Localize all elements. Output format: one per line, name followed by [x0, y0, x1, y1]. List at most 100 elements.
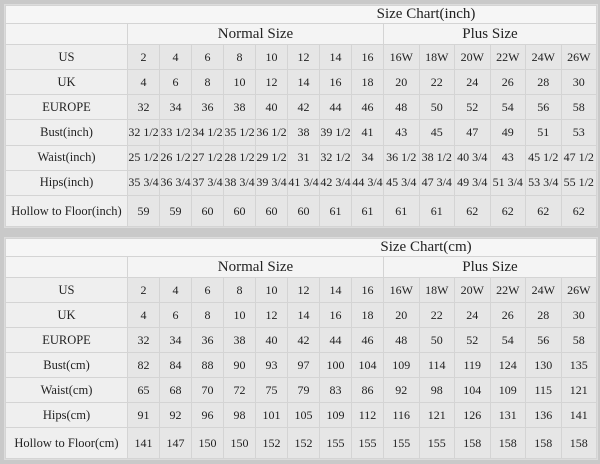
size-cell: 44 — [319, 94, 352, 121]
size-cell: 51 3/4 — [489, 169, 526, 197]
size-cell: 40 3/4 — [454, 144, 491, 171]
size-cell: 40 — [255, 327, 288, 353]
size-cell: 8 — [223, 43, 256, 71]
size-cell: 8 — [191, 69, 224, 96]
size-cell: 155 — [383, 427, 420, 459]
size-cell: 38 — [223, 327, 256, 353]
size-cell: 20 — [383, 302, 420, 328]
row-label: Waist(cm) — [5, 377, 128, 403]
size-table: Size Chart(cm) Normal Size Plus Size US 2 4 6 8… — [5, 238, 597, 459]
size-cell: 101 — [255, 402, 288, 428]
size-cell: 46 — [351, 94, 384, 121]
size-cell: 86 — [351, 377, 384, 403]
size-cell: 61 — [383, 195, 420, 227]
size-cell: 56 — [525, 327, 562, 353]
size-cell: 105 — [287, 402, 320, 428]
size-cell: 59 — [159, 195, 192, 227]
size-cell: 131 — [489, 402, 526, 428]
row-label: Bust(cm) — [5, 352, 128, 378]
size-cell: 119 — [454, 352, 491, 378]
size-cell: 136 — [525, 402, 562, 428]
size-cell: 42 3/4 — [319, 169, 352, 197]
size-cell: 40 — [255, 94, 288, 121]
size-cell: 36 1/2 — [255, 119, 288, 146]
size-cell: 41 3/4 — [287, 169, 320, 197]
table-row: Bust(inch) 32 1/2 33 1/2 34 1/2 35 1/2 36 1/2… — [5, 119, 597, 146]
size-cell: 25 1/2 — [127, 144, 160, 171]
size-cell: 115 — [525, 377, 562, 403]
size-cell: 70 — [191, 377, 224, 403]
size-cell: 68 — [159, 377, 192, 403]
table-row: UK 4 6 8 10 12 14 16 18 20 22 24 26 28 30 — [5, 302, 597, 328]
chart-title: Size Chart(cm) — [5, 238, 597, 257]
size-cell: 30 — [560, 302, 597, 328]
size-cell: 109 — [489, 377, 526, 403]
size-cell: 6 — [191, 277, 224, 303]
size-cell: 109 — [383, 352, 420, 378]
size-cell: 10 — [223, 69, 256, 96]
row-label: Hollow to Floor(inch) — [5, 195, 128, 227]
size-cell: 91 — [127, 402, 160, 428]
size-cell: 45 3/4 — [383, 169, 420, 197]
size-cell: 29 1/2 — [255, 144, 288, 171]
size-cell: 97 — [287, 352, 320, 378]
size-cell: 150 — [223, 427, 256, 459]
size-cell: 26 — [489, 302, 526, 328]
size-cell: 20W — [454, 277, 491, 303]
size-cell: 18W — [418, 277, 455, 303]
size-cell: 38 1/2 — [418, 144, 455, 171]
size-cell: 22W — [489, 277, 526, 303]
size-cell: 52 — [454, 327, 491, 353]
size-cell: 92 — [159, 402, 192, 428]
size-cell: 65 — [127, 377, 160, 403]
size-cell: 10 — [223, 302, 256, 328]
size-cell: 36 1/2 — [383, 144, 420, 171]
size-cell: 20W — [454, 43, 491, 71]
table-row: Hollow to Floor(inch) 59 59 60 60 60 60 61 61 61 6… — [5, 195, 597, 227]
size-cell: 53 3/4 — [525, 169, 562, 197]
size-cell: 58 — [560, 327, 597, 353]
size-cell: 12 — [287, 277, 320, 303]
size-cell: 61 — [351, 195, 384, 227]
size-cell: 59 — [127, 195, 160, 227]
size-cell: 147 — [159, 427, 192, 459]
size-cell: 126 — [454, 402, 491, 428]
row-label: EUROPE — [5, 94, 128, 121]
size-cell: 6 — [159, 69, 192, 96]
size-cell: 49 3/4 — [454, 169, 491, 197]
size-cell: 16W — [383, 277, 420, 303]
size-cell: 32 1/2 — [319, 144, 352, 171]
size-cell: 109 — [319, 402, 352, 428]
size-cell: 49 — [489, 119, 526, 146]
size-cell: 98 — [223, 402, 256, 428]
size-cell: 22W — [489, 43, 526, 71]
size-cell: 93 — [255, 352, 288, 378]
table-row: UK 4 6 8 10 12 14 16 18 20 22 24 26 28 30 — [5, 69, 597, 96]
table-row: EUROPE 32 34 36 38 40 42 44 46 48 50 52 54 56 58 — [5, 327, 597, 353]
size-cell: 88 — [191, 352, 224, 378]
size-cell: 92 — [383, 377, 420, 403]
size-cell: 98 — [418, 377, 455, 403]
size-cell: 60 — [191, 195, 224, 227]
size-cell: 26 1/2 — [159, 144, 192, 171]
size-cell: 31 — [287, 144, 320, 171]
size-cell: 82 — [127, 352, 160, 378]
size-cell: 32 — [127, 327, 160, 353]
size-cell: 16 — [319, 302, 352, 328]
size-cell: 152 — [255, 427, 288, 459]
size-cell: 114 — [418, 352, 455, 378]
size-cell: 62 — [525, 195, 562, 227]
size-cell: 130 — [525, 352, 562, 378]
size-cell: 18W — [418, 43, 455, 71]
size-cell: 152 — [287, 427, 320, 459]
size-cell: 16 — [319, 69, 352, 96]
size-cell: 54 — [489, 94, 526, 121]
size-cell: 112 — [351, 402, 384, 428]
size-cell: 96 — [191, 402, 224, 428]
size-cell: 47 1/2 — [560, 144, 597, 171]
size-cell: 61 — [418, 195, 455, 227]
row-label: Waist(inch) — [5, 144, 128, 171]
size-cell: 28 — [525, 69, 562, 96]
size-cell: 34 — [159, 327, 192, 353]
size-cell: 51 — [525, 119, 562, 146]
